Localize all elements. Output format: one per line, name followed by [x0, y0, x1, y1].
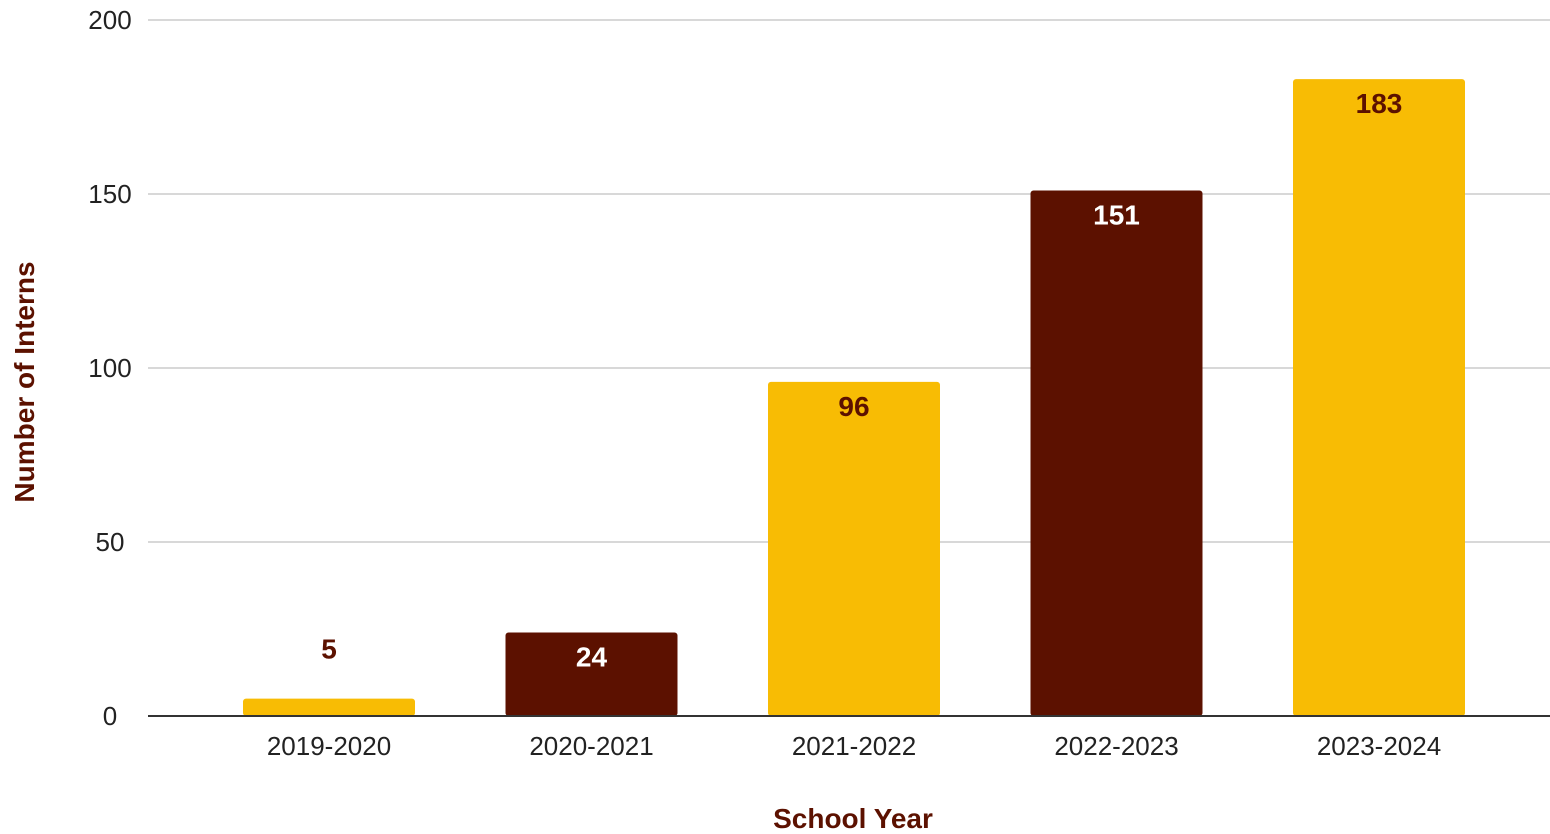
bar: [1293, 79, 1465, 716]
y-tick-label: 0: [103, 701, 117, 731]
x-tick-label: 2021-2022: [792, 731, 916, 761]
bar: [505, 632, 678, 716]
y-axis-title: Number of Interns: [9, 261, 40, 502]
bar: [243, 698, 415, 716]
data-label: 96: [838, 391, 869, 422]
x-axis-ticks: 2019-2020 2020-2021 2021-2022 2022-2023 2023…: [267, 731, 1441, 761]
y-tick-label: 50: [96, 527, 125, 557]
data-labels: 5 24 96 151 183: [321, 88, 1402, 672]
y-tick-label: 200: [88, 5, 131, 35]
data-label: 151: [1093, 200, 1140, 231]
y-tick-label: 150: [88, 179, 131, 209]
data-label: 5: [321, 634, 337, 665]
data-label: 183: [1356, 88, 1403, 119]
x-tick-label: 2020-2021: [529, 731, 653, 761]
x-axis-title: School Year: [773, 803, 933, 834]
y-tick-label: 100: [88, 353, 131, 383]
bars: [243, 79, 1465, 716]
x-tick-label: 2019-2020: [267, 731, 391, 761]
data-label: 24: [576, 641, 608, 672]
x-tick-label: 2023-2024: [1317, 731, 1441, 761]
x-tick-label: 2022-2023: [1054, 731, 1178, 761]
y-axis-ticks: 0 50 100 150 200: [88, 5, 131, 731]
bar: [768, 381, 940, 716]
bar: [1030, 190, 1203, 716]
